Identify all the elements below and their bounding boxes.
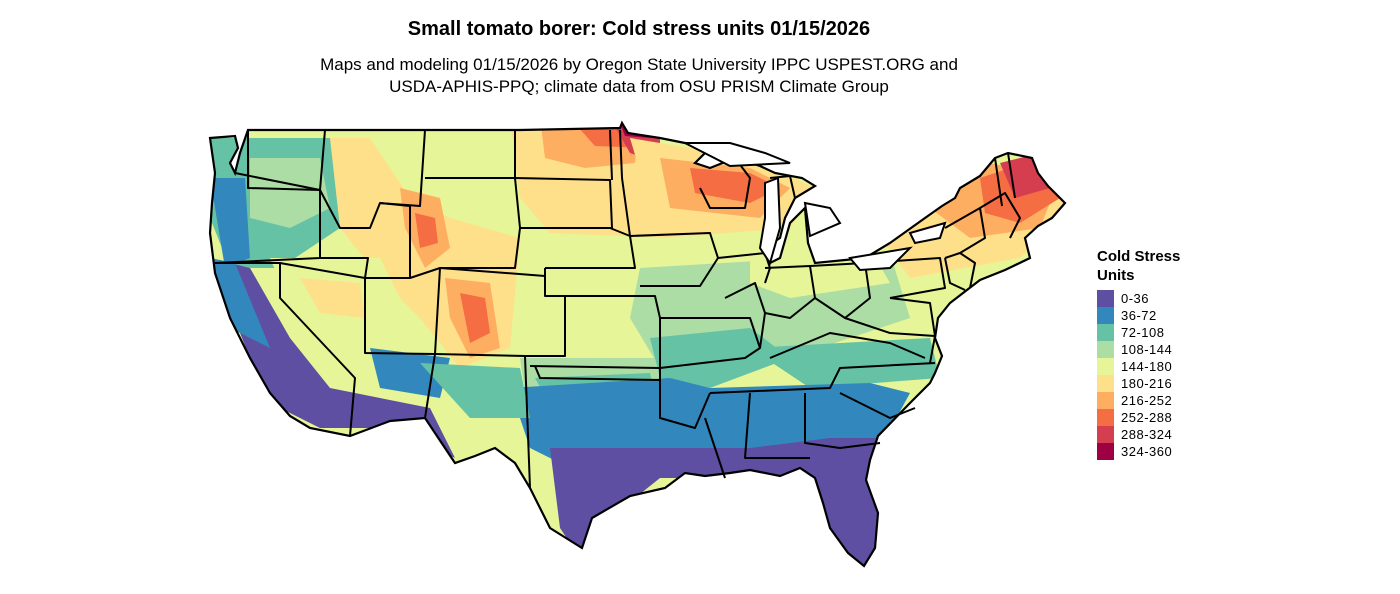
legend-item: 288-324 [1097,426,1217,443]
legend-label: 72-108 [1121,325,1165,340]
legend-item: 36-72 [1097,307,1217,324]
map-subtitle-line-2: USDA-APHIS-PPQ; climate data from OSU PR… [389,77,889,96]
legend-label: 288-324 [1121,427,1173,442]
legend-label: 252-288 [1121,410,1173,425]
legend-label: 216-252 [1121,393,1173,408]
legend-item: 144-180 [1097,358,1217,375]
legend-item: 252-288 [1097,409,1217,426]
legend-label: 144-180 [1121,359,1173,374]
map-title: Small tomato borer: Cold stress units 01… [407,18,871,40]
legend-label: 36-72 [1121,308,1157,323]
legend-swatch [1097,409,1114,426]
legend-item: 108-144 [1097,341,1217,358]
map-subtitle-line-1: Maps and modeling 01/15/2026 by Oregon S… [320,55,958,74]
legend-label: 0-36 [1121,291,1150,306]
legend-title-line-1: Cold Stress [1097,248,1181,265]
legend-item: 0-36 [1097,290,1217,307]
us-cold-stress-map [208,121,1067,568]
legend-swatch [1097,443,1114,460]
legend-swatch [1097,426,1114,443]
legend-swatch [1097,358,1114,375]
legend-swatch [1097,375,1114,392]
legend-label: 324-360 [1121,444,1173,459]
legend-swatch [1097,307,1114,324]
legend-title-line-2: Units [1097,267,1135,284]
legend-item: 180-216 [1097,375,1217,392]
legend-label: 108-144 [1121,342,1173,357]
legend-swatch [1097,392,1114,409]
legend-swatch [1097,324,1114,341]
legend-label: 180-216 [1121,376,1173,391]
legend: Cold Stress Units 0-36 36-72 72-108 108-… [1097,247,1217,460]
legend-swatch [1097,341,1114,358]
legend-item: 324-360 [1097,443,1217,460]
legend-swatch [1097,290,1114,307]
legend-title: Cold Stress Units [1097,247,1217,285]
legend-items: 0-36 36-72 72-108 108-144 144-180 180-21… [1097,290,1217,460]
legend-item: 216-252 [1097,392,1217,409]
legend-item: 72-108 [1097,324,1217,341]
